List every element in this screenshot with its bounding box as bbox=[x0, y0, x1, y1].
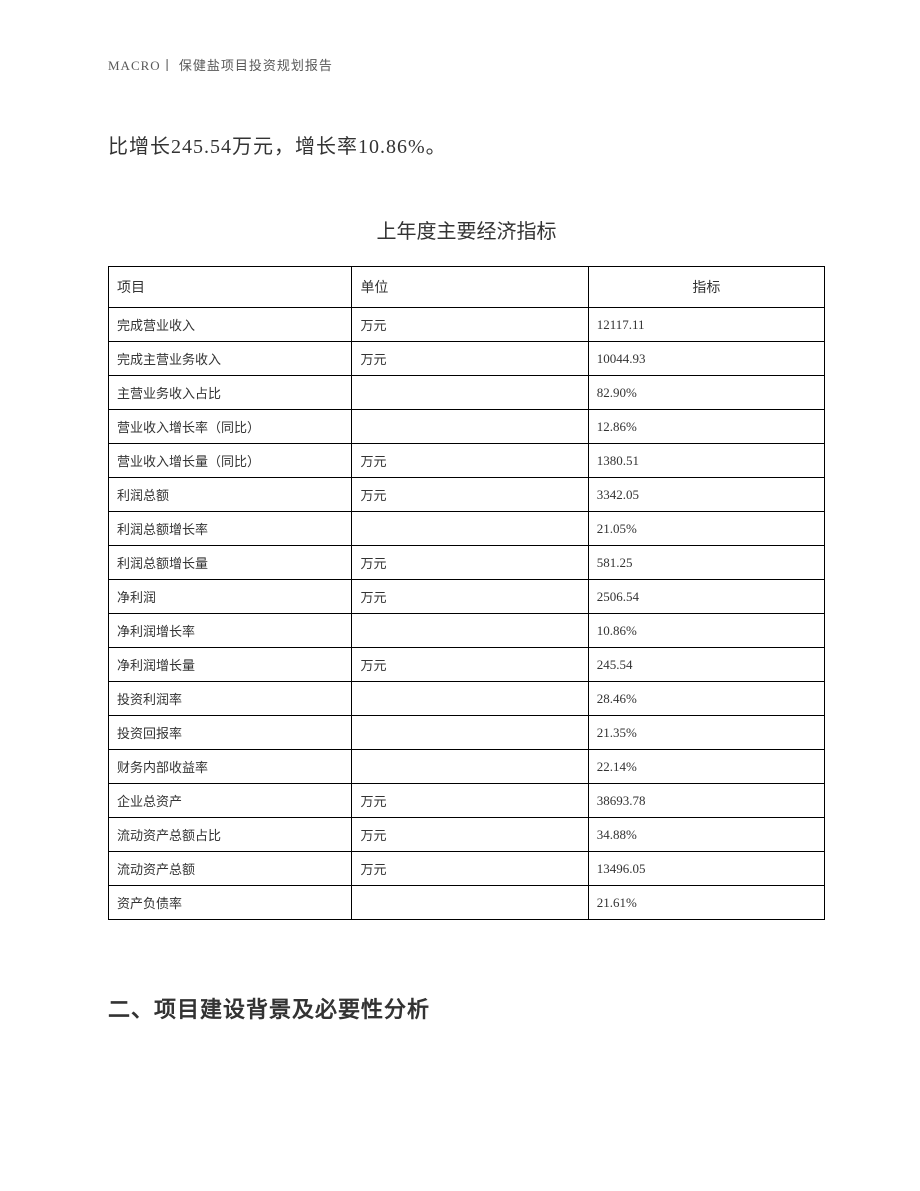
table-row: 净利润增长量万元245.54 bbox=[109, 648, 825, 682]
table-row: 营业收入增长率（同比） 12.86% bbox=[109, 410, 825, 444]
table-cell: 净利润 bbox=[109, 580, 352, 614]
table-row: 利润总额增长率 21.05% bbox=[109, 512, 825, 546]
table-cell: 万元 bbox=[352, 342, 588, 376]
table-cell: 2506.54 bbox=[588, 580, 824, 614]
table-cell: 财务内部收益率 bbox=[109, 750, 352, 784]
table-cell: 净利润增长量 bbox=[109, 648, 352, 682]
table-body: 完成营业收入万元12117.11完成主营业务收入万元10044.93主营业务收入… bbox=[109, 308, 825, 920]
table-cell: 净利润增长率 bbox=[109, 614, 352, 648]
table-cell: 581.25 bbox=[588, 546, 824, 580]
table-cell: 3342.05 bbox=[588, 478, 824, 512]
table-cell: 万元 bbox=[352, 308, 588, 342]
body-paragraph: 比增长245.54万元，增长率10.86%。 bbox=[108, 129, 825, 165]
table-cell: 万元 bbox=[352, 852, 588, 886]
table-cell: 完成主营业务收入 bbox=[109, 342, 352, 376]
table-row: 企业总资产万元38693.78 bbox=[109, 784, 825, 818]
table-row: 利润总额万元3342.05 bbox=[109, 478, 825, 512]
page-header-text: MACRO丨 保健盐项目投资规划报告 bbox=[108, 55, 825, 74]
table-row: 流动资产总额万元13496.05 bbox=[109, 852, 825, 886]
table-row: 净利润万元2506.54 bbox=[109, 580, 825, 614]
table-header-col-1: 单位 bbox=[352, 267, 588, 308]
table-cell bbox=[352, 716, 588, 750]
table-cell: 245.54 bbox=[588, 648, 824, 682]
table-cell: 21.61% bbox=[588, 886, 824, 920]
table-cell: 1380.51 bbox=[588, 444, 824, 478]
table-row: 流动资产总额占比万元34.88% bbox=[109, 818, 825, 852]
table-row: 主营业务收入占比 82.90% bbox=[109, 376, 825, 410]
table-cell: 万元 bbox=[352, 444, 588, 478]
table-cell: 13496.05 bbox=[588, 852, 824, 886]
table-cell: 投资回报率 bbox=[109, 716, 352, 750]
table-cell: 21.05% bbox=[588, 512, 824, 546]
table-cell: 流动资产总额占比 bbox=[109, 818, 352, 852]
table-row: 完成主营业务收入万元10044.93 bbox=[109, 342, 825, 376]
table-cell: 万元 bbox=[352, 818, 588, 852]
table-cell: 12.86% bbox=[588, 410, 824, 444]
table-cell: 10044.93 bbox=[588, 342, 824, 376]
table-cell: 21.35% bbox=[588, 716, 824, 750]
table-cell: 10.86% bbox=[588, 614, 824, 648]
economic-indicators-table: 项目 单位 指标 完成营业收入万元12117.11完成主营业务收入万元10044… bbox=[108, 266, 825, 920]
table-cell: 万元 bbox=[352, 546, 588, 580]
table-row: 营业收入增长量（同比）万元1380.51 bbox=[109, 444, 825, 478]
table-cell bbox=[352, 750, 588, 784]
table-cell: 22.14% bbox=[588, 750, 824, 784]
table-cell: 28.46% bbox=[588, 682, 824, 716]
table-cell bbox=[352, 376, 588, 410]
table-cell: 营业收入增长率（同比） bbox=[109, 410, 352, 444]
table-cell bbox=[352, 682, 588, 716]
table-row: 利润总额增长量万元581.25 bbox=[109, 546, 825, 580]
table-cell: 营业收入增长量（同比） bbox=[109, 444, 352, 478]
table-cell: 万元 bbox=[352, 478, 588, 512]
table-row: 投资回报率 21.35% bbox=[109, 716, 825, 750]
table-cell: 万元 bbox=[352, 580, 588, 614]
table-row: 资产负债率 21.61% bbox=[109, 886, 825, 920]
table-cell: 38693.78 bbox=[588, 784, 824, 818]
table-cell: 万元 bbox=[352, 648, 588, 682]
table-cell: 主营业务收入占比 bbox=[109, 376, 352, 410]
table-cell: 利润总额增长率 bbox=[109, 512, 352, 546]
table-title: 上年度主要经济指标 bbox=[108, 215, 825, 244]
table-cell: 利润总额 bbox=[109, 478, 352, 512]
table-header-row: 项目 单位 指标 bbox=[109, 267, 825, 308]
table-header-col-2: 指标 bbox=[588, 267, 824, 308]
table-cell: 投资利润率 bbox=[109, 682, 352, 716]
table-cell: 万元 bbox=[352, 784, 588, 818]
table-cell: 资产负债率 bbox=[109, 886, 352, 920]
table-cell: 流动资产总额 bbox=[109, 852, 352, 886]
table-row: 完成营业收入万元12117.11 bbox=[109, 308, 825, 342]
table-cell bbox=[352, 512, 588, 546]
table-cell bbox=[352, 886, 588, 920]
table-row: 投资利润率 28.46% bbox=[109, 682, 825, 716]
table-row: 净利润增长率 10.86% bbox=[109, 614, 825, 648]
section-heading: 二、项目建设背景及必要性分析 bbox=[108, 992, 825, 1024]
table-cell: 12117.11 bbox=[588, 308, 824, 342]
table-header-col-0: 项目 bbox=[109, 267, 352, 308]
table-cell: 企业总资产 bbox=[109, 784, 352, 818]
table-cell: 34.88% bbox=[588, 818, 824, 852]
table-cell: 利润总额增长量 bbox=[109, 546, 352, 580]
table-cell bbox=[352, 410, 588, 444]
table-cell: 82.90% bbox=[588, 376, 824, 410]
table-cell bbox=[352, 614, 588, 648]
table-cell: 完成营业收入 bbox=[109, 308, 352, 342]
table-row: 财务内部收益率 22.14% bbox=[109, 750, 825, 784]
